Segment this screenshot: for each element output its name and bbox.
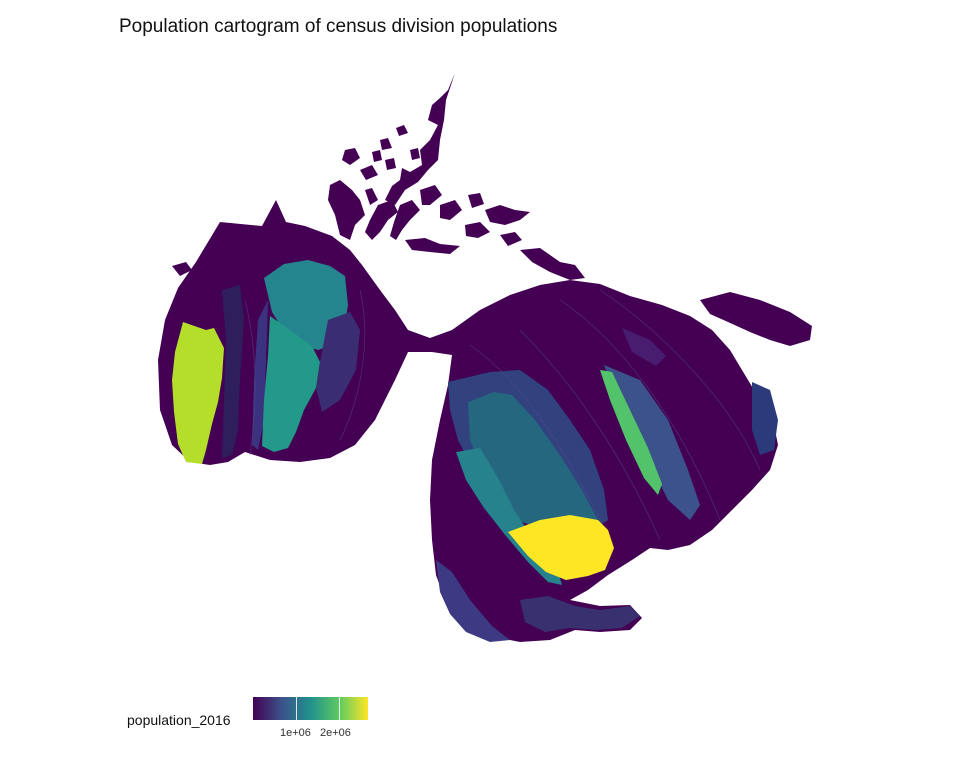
western-region bbox=[158, 200, 470, 465]
inner-west-division bbox=[222, 285, 244, 458]
arctic-islands bbox=[328, 73, 585, 280]
atlantic-islands bbox=[700, 292, 812, 346]
legend-tick bbox=[339, 697, 340, 720]
ottawa-corridor-division bbox=[604, 365, 700, 520]
west-rural-division bbox=[316, 312, 360, 412]
legend-title: population_2016 bbox=[127, 712, 231, 728]
legend-tick bbox=[296, 697, 297, 720]
plot-title: Population cartogram of census division … bbox=[119, 16, 558, 37]
boundary-lines bbox=[244, 289, 761, 541]
legend-tick-label: 1e+06 bbox=[280, 727, 311, 739]
east-coast-division bbox=[752, 382, 778, 455]
montreal-division bbox=[600, 370, 662, 495]
east-inland-division bbox=[622, 328, 666, 366]
legend-tick-label: 2e+06 bbox=[320, 727, 351, 739]
vancouver-division bbox=[172, 322, 224, 464]
legend-colorbar bbox=[253, 697, 368, 720]
southwest-ontario-division bbox=[520, 596, 640, 632]
south-ontario-division bbox=[436, 560, 510, 642]
edmonton-division bbox=[262, 316, 320, 452]
west-coast-islands bbox=[172, 262, 192, 276]
eastern-region bbox=[430, 280, 812, 642]
toronto-division bbox=[508, 515, 614, 580]
